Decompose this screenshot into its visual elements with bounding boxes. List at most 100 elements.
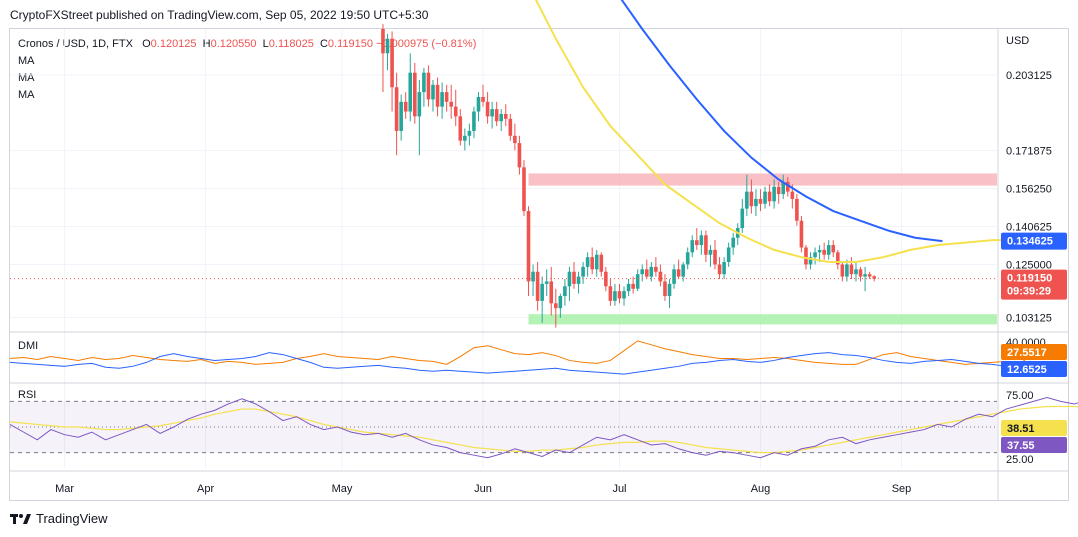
candle-body: [608, 286, 613, 301]
candle-body: [767, 191, 772, 202]
candle-body: [513, 135, 517, 144]
dmi-minus-line: [9, 340, 1048, 365]
candle-body: [581, 266, 585, 277]
candle-body: [499, 113, 504, 122]
candle-body: [699, 235, 704, 246]
candle-body: [658, 271, 663, 282]
time-tick-label: Sep: [892, 483, 912, 495]
legend-ma-1[interactable]: MA: [18, 55, 35, 67]
time-tick-label: Apr: [197, 483, 214, 495]
candle-body: [867, 274, 872, 277]
legend-open: 0.120125: [150, 38, 197, 50]
candle-body: [390, 38, 394, 88]
last-price-tag-text: 0.119150: [1007, 273, 1052, 285]
price-tick-label: 0.125000: [1006, 259, 1052, 271]
legend-ma-3[interactable]: MA: [18, 89, 35, 101]
candle-body: [704, 235, 708, 255]
candle-body: [381, 29, 385, 54]
candle-body: [758, 198, 763, 204]
legend-high: 0.120550: [210, 38, 257, 50]
candle-body: [567, 271, 572, 287]
rsi-tag-text: 37.55: [1007, 440, 1035, 452]
candle-body: [872, 276, 876, 279]
legend-low-label: L: [262, 38, 269, 50]
candle-body: [849, 264, 854, 275]
time-tick-label: Mar: [55, 483, 74, 495]
candle-body: [594, 254, 599, 270]
candle-body: [526, 211, 531, 282]
ma-blue-price-tag-text: 0.134625: [1007, 236, 1053, 248]
candle-body: [613, 291, 617, 301]
candle-body: [708, 249, 713, 255]
candle-body: [554, 303, 558, 309]
candle-body: [663, 281, 667, 297]
candle-body: [713, 249, 717, 265]
candle-body: [431, 84, 435, 100]
candle-body: [740, 208, 745, 229]
time-tick-label: Jul: [612, 483, 626, 495]
candle-body: [535, 271, 540, 301]
candle-body: [485, 101, 490, 117]
candle-body: [776, 186, 781, 195]
candle-body: [544, 281, 549, 284]
ma-blue-price-tag-bg: [1001, 232, 1067, 250]
legend-open-label: O: [142, 38, 151, 50]
candle-body: [795, 198, 799, 221]
legend-change: −0.000975 (−0.81%): [376, 38, 477, 50]
candle-body: [467, 130, 472, 136]
candle-body: [585, 257, 590, 267]
candle-body: [494, 109, 499, 122]
dmi-label: DMI: [18, 340, 38, 352]
candle-body: [754, 198, 758, 207]
candle-body: [799, 220, 804, 248]
candle-body: [476, 96, 481, 112]
candle-body: [490, 109, 494, 117]
candle-body: [667, 283, 672, 297]
candle-body: [599, 254, 604, 272]
candle-body: [558, 296, 563, 309]
candle-body: [617, 291, 622, 299]
candle-body: [722, 262, 726, 275]
dmi-plus-line: [9, 352, 1048, 375]
last-price-tag-text: 09:39:29: [1007, 286, 1051, 298]
time-tick-label: Jun: [474, 483, 492, 495]
tradingview-logo-icon: [10, 513, 31, 524]
chart-legend: Cronos / USD, 1D, FTX O0.120125 H0.12055…: [18, 36, 476, 104]
candle-body: [731, 237, 735, 248]
candle-body: [836, 252, 840, 265]
support-zone: [528, 314, 997, 325]
dmi-plus-tag-text: 12.6525: [1007, 364, 1047, 376]
candle-body: [772, 186, 776, 202]
candle-body: [463, 135, 467, 141]
candle-body: [435, 84, 440, 107]
candle-body: [626, 283, 631, 292]
candle-body: [749, 191, 754, 207]
tradingview-brand-text: TradingView: [36, 511, 108, 526]
price-tick-label: 0.140625: [1006, 222, 1052, 234]
candle-body: [808, 257, 813, 265]
time-tick-label: Aug: [751, 483, 771, 495]
candle-body: [640, 269, 645, 275]
candle-body: [422, 72, 426, 93]
candle-body: [522, 167, 526, 212]
candle-body: [845, 264, 849, 277]
candle-body: [672, 269, 676, 284]
tradingview-brand[interactable]: TradingView: [10, 511, 108, 526]
legend-close-label: C: [319, 38, 328, 50]
candle-body: [785, 181, 790, 192]
candle-body: [408, 72, 413, 112]
price-tick-label: 0.203125: [1006, 70, 1052, 82]
rsi-axis-tick: 25.00: [1006, 454, 1034, 466]
price-tick-label: 0.103125: [1006, 313, 1052, 325]
rsi-ma-line: [9, 405, 1078, 454]
candle-body: [685, 252, 690, 265]
legend-symbol[interactable]: Cronos / USD, 1D, FTX: [18, 38, 133, 50]
chart-frame: [9, 28, 1069, 501]
candle-body: [826, 245, 831, 255]
candle-body: [403, 101, 408, 112]
candle-body: [503, 113, 508, 119]
candle-body: [563, 286, 567, 297]
candle-body: [417, 92, 422, 117]
candle-body: [508, 118, 513, 136]
